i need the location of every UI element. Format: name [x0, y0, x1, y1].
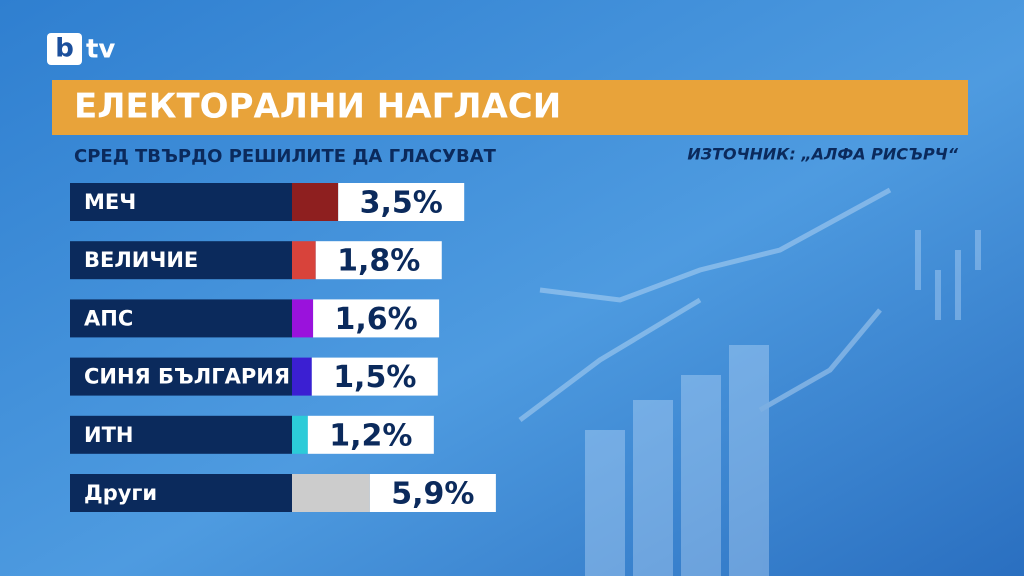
chart-title: ЕЛЕКТОРАЛНИ НАГЛАСИ	[74, 87, 561, 127]
bar	[292, 474, 370, 512]
bar	[292, 299, 314, 338]
category-box	[70, 474, 292, 512]
subtitle: СРЕД ТВЪРДО РЕШИЛИТЕ ДА ГЛАСУВАТ	[74, 146, 497, 167]
category-label: Други	[84, 481, 157, 505]
value-label: 5,9%	[391, 477, 474, 512]
value-box	[307, 415, 434, 454]
category-label: ВЕЛИЧИЕ	[84, 248, 198, 272]
category-box	[70, 183, 292, 221]
bar	[292, 183, 339, 221]
value-label: 1,5%	[333, 360, 416, 395]
value-label: 1,2%	[329, 418, 412, 453]
value-label: 1,8%	[337, 244, 420, 279]
category-label: МЕЧ	[84, 190, 136, 214]
category-box	[70, 299, 292, 338]
value-label: 1,6%	[335, 302, 418, 337]
source: ИЗТОЧНИК: „АЛФА РИСЪРЧ“	[687, 145, 958, 164]
category-label: СИНЯ БЪЛГАРИЯ	[84, 365, 290, 389]
value-box	[369, 474, 496, 512]
title-bar	[52, 80, 968, 135]
category-box	[70, 357, 292, 396]
category-label: АПС	[84, 306, 133, 330]
bar	[292, 357, 312, 396]
value-box	[338, 183, 465, 221]
decor	[518, 187, 981, 576]
logo-text: tv	[86, 35, 115, 65]
bar	[292, 241, 316, 280]
value-box	[311, 357, 438, 396]
value-label: 3,5%	[360, 186, 443, 221]
category-box	[70, 241, 292, 280]
value-box	[313, 299, 440, 338]
category-box	[70, 415, 292, 454]
logo-box	[47, 33, 82, 65]
value-box	[315, 241, 442, 280]
logo-mark: b	[55, 34, 74, 64]
category-label: ИТН	[84, 423, 133, 447]
bar	[292, 415, 308, 454]
